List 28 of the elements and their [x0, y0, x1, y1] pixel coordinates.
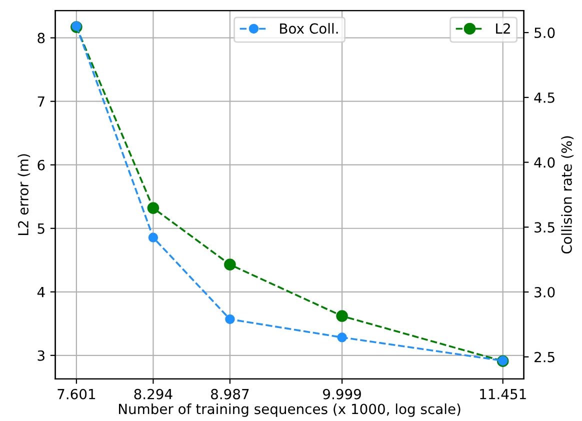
y2-tick-label: 4.5 [534, 92, 554, 103]
y2-tick-label: 2.5 [534, 352, 554, 362]
point [147, 202, 160, 214]
y-tick-label: 6 [38, 160, 45, 170]
y-tick-label: 5 [38, 224, 44, 234]
y2-tick-label: 3.0 [534, 286, 555, 298]
point [224, 258, 236, 270]
y-tick-label: 8 [38, 32, 45, 44]
y2-axis-title: Collision rate (%) [561, 136, 574, 254]
y2-tick-label: 5.0 [534, 28, 555, 38]
y-tick-label: 4 [37, 287, 45, 298]
x-axis-title: Number of training sequences (x 1000, log scale) [118, 403, 460, 417]
y-tick-label: 7 [38, 96, 44, 107]
y2-tick-label: 3.5 [534, 222, 554, 233]
x-tick-label: 9.999 [323, 388, 361, 400]
point [337, 332, 347, 342]
legend-label: Box Coll. [280, 23, 338, 34]
point [148, 232, 158, 242]
y2-tick-label: 4.0 [534, 157, 555, 168]
legend-label: L2 [496, 23, 510, 34]
y-tick-label: 3 [38, 350, 44, 361]
y-axis-title: L2 error (m) [18, 154, 30, 236]
x-tick-label: 11.451 [480, 389, 526, 400]
point [336, 310, 348, 322]
x-tick-label: 8.987 [211, 388, 249, 400]
x-tick-label: 7.601 [58, 388, 96, 400]
x-tick-label: 8.294 [134, 388, 172, 400]
point [225, 314, 235, 324]
